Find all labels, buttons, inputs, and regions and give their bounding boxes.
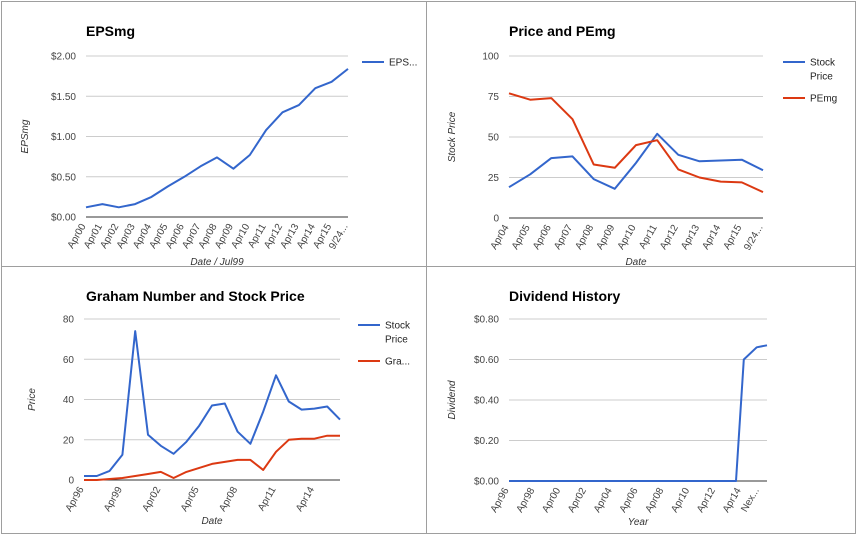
x-tick-label: 9/24...	[742, 223, 765, 253]
y-tick-label: 20	[63, 435, 75, 446]
x-tick-label: Apr14	[294, 485, 317, 514]
y-tick-label: $0.50	[51, 172, 76, 183]
chart-svg: Graham Number and Stock Price 0 20 40 60 80 Ap…	[27, 288, 411, 527]
x-axis-label: Date / Jul99	[190, 257, 244, 267]
x-tick-label: Apr96	[489, 486, 512, 515]
x-tick-label: Apr98	[515, 486, 538, 515]
chart-panel-graham: Graham Number and Stock Price 0 20 40 60 80 Ap…	[1, 266, 427, 534]
x-tick-label: Apr10	[616, 223, 639, 252]
y-tick-label: $0.20	[474, 436, 499, 447]
y-tick-label: $1.50	[51, 92, 76, 103]
x-tick-label: Apr12	[695, 486, 718, 515]
x-tick-label: Apr96	[64, 485, 87, 514]
y-tick-label: 0	[68, 476, 74, 487]
y-tick-label: 0	[493, 214, 499, 225]
chart-title: Price and PEmg	[509, 23, 616, 39]
y-tick-label: $0.40	[474, 396, 499, 407]
x-tick-label: Apr09	[595, 223, 618, 252]
legend-label: Stock	[810, 58, 836, 69]
x-tick-label: Apr08	[573, 223, 596, 252]
legend-label: EPS...	[389, 58, 417, 69]
chart-title: Graham Number and Stock Price	[86, 288, 305, 304]
x-tick-label: Apr07	[552, 223, 575, 252]
x-tick-label: Apr06	[531, 223, 554, 252]
y-axis-label: Dividend	[447, 380, 458, 419]
x-tick-label: Apr11	[256, 485, 279, 513]
chart-svg: Price and PEmg0255075100Apr04Apr05Apr06A…	[447, 23, 837, 267]
x-tick-label: Apr11	[637, 223, 660, 251]
y-axis-label: Stock Price	[447, 111, 458, 162]
y-tick-label: $0.00	[474, 477, 499, 488]
x-tick-label: Apr04	[489, 223, 512, 252]
chart-title: EPSmg	[86, 23, 135, 39]
y-tick-label: 80	[63, 315, 75, 326]
chart-title: Dividend History	[509, 288, 620, 304]
x-tick-label: Apr12	[658, 223, 681, 252]
x-tick-label: Apr05	[179, 485, 202, 514]
chart-svg: Dividend History $0.00 $0.20 $0.40 $0.60 $0.8…	[447, 288, 768, 528]
y-tick-label: 60	[63, 355, 75, 366]
x-tick-label: Apr99	[102, 485, 125, 514]
x-axis-label: Date	[625, 257, 647, 267]
x-tick-label: Apr06	[618, 486, 641, 515]
series-line-1	[509, 344, 768, 482]
y-tick-label: $1.00	[51, 132, 76, 143]
series-line-2	[508, 92, 764, 194]
x-tick-label: Nex...	[739, 486, 762, 514]
chart-svg: EPSmg$0.00$0.50$1.00$1.50$2.00Apr00Apr01…	[20, 23, 417, 267]
series-line-1	[508, 132, 764, 190]
legend-label: Price	[810, 72, 833, 83]
x-axis-label: Year	[628, 517, 649, 528]
y-tick-label: $0.00	[51, 213, 76, 224]
y-tick-label: 75	[488, 92, 500, 103]
y-axis-label: Price	[27, 388, 38, 411]
series-line-2	[84, 434, 340, 481]
series-line-1	[84, 330, 341, 477]
x-tick-label: Apr08	[217, 485, 240, 514]
x-tick-label: Apr02	[141, 485, 164, 514]
x-tick-label: Apr02	[566, 486, 589, 515]
x-tick-label: Apr04	[592, 486, 615, 515]
x-tick-label: Apr00	[540, 486, 563, 515]
x-tick-label: Apr10	[669, 486, 692, 515]
chart-panel-dividend: Dividend History $0.00 $0.20 $0.40 $0.60 $0.8…	[426, 266, 856, 534]
x-tick-label: Apr13	[679, 223, 702, 252]
y-tick-label: $0.80	[474, 315, 499, 326]
x-tick-label: Apr05	[510, 223, 533, 252]
chart-panel-price-pemg: Price and PEmg 0 25 50 75 100 Apr04 Apr05 Apr06 A…	[426, 1, 856, 267]
chart-panel-epsmg: EPSmg $0.00 $0.50 $1.00 $1.50 $2.00 Apr00 Apr01…	[1, 1, 427, 267]
series-line-1	[85, 68, 349, 209]
y-tick-label: 100	[482, 52, 499, 63]
y-tick-label: 50	[488, 133, 500, 144]
y-tick-label: $0.60	[474, 355, 499, 366]
y-tick-label: 40	[63, 395, 75, 406]
y-tick-label: $2.00	[51, 52, 76, 63]
legend-label: Stock	[385, 321, 411, 332]
y-tick-label: 25	[488, 173, 500, 184]
x-tick-label: Apr08	[644, 486, 667, 515]
legend-label: PEmg	[810, 94, 837, 105]
y-axis-label: EPSmg	[20, 119, 31, 153]
legend-label: Price	[385, 335, 408, 346]
x-axis-label: Date	[201, 516, 223, 527]
legend-label: Gra...	[385, 357, 410, 368]
x-tick-label: Apr14	[700, 223, 723, 252]
